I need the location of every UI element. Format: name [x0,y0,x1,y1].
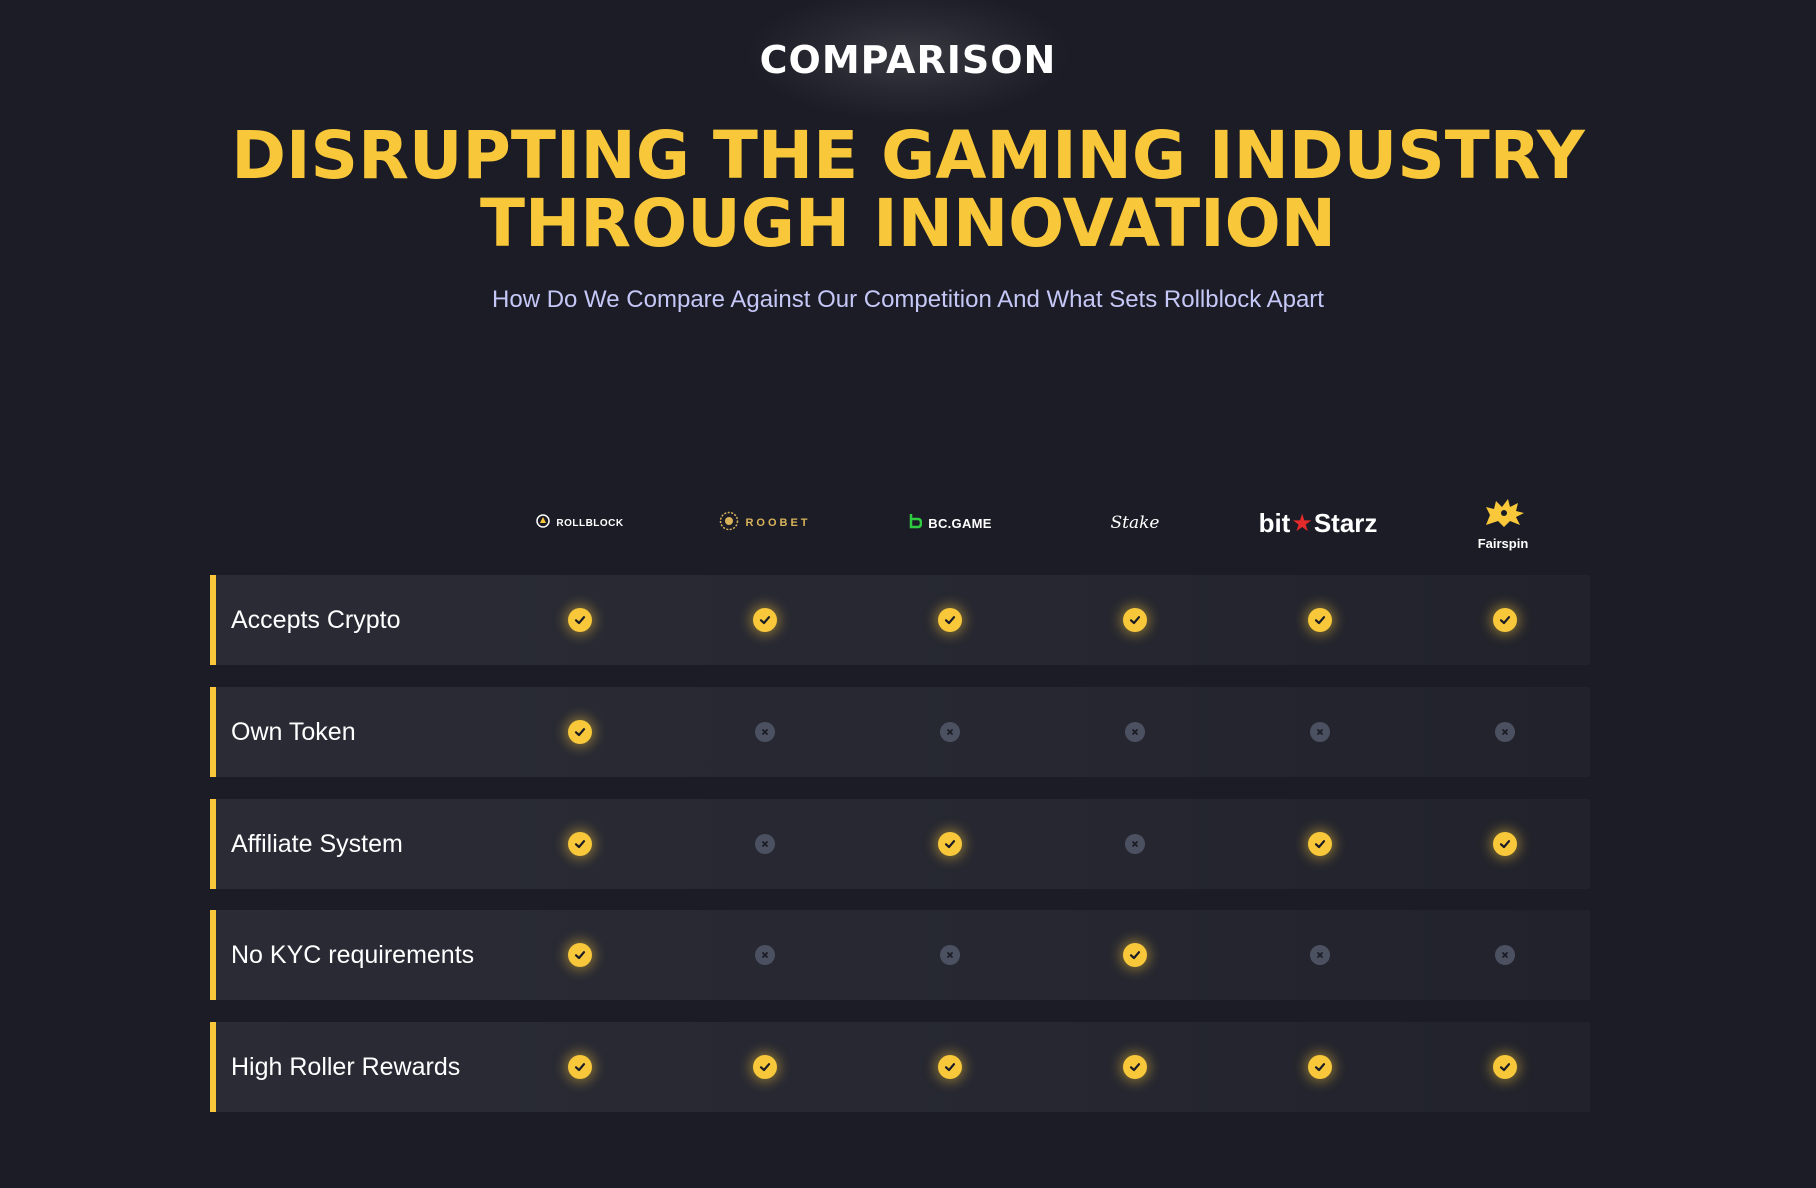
brands-row: ROLLBLOCK ROOBET [0,488,1816,558]
comparison-cell [550,799,610,889]
check-icon [1123,943,1147,967]
comparison-row: Affiliate System [210,799,1590,889]
comparison-cell [1475,575,1535,665]
brand-bitstarz: bit ★ Starz [1228,488,1408,558]
comparison-cell [735,575,795,665]
brand-stake: Stake [1045,488,1225,558]
row-label: Own Token [231,717,356,746]
comparison-cell [550,910,610,1000]
eyebrow-glow [748,0,1068,120]
comparison-cell [1105,1022,1165,1112]
brand-fairspin-name: Fairspin [1477,536,1529,551]
comparison-cell [1105,687,1165,777]
check-icon [1308,608,1332,632]
bcgame-logo-icon [908,513,923,534]
cross-icon [1310,722,1330,742]
comparison-cell [1105,575,1165,665]
star-icon: ★ [1291,509,1313,537]
rollblock-logo-icon [536,513,551,533]
comparison-cell [1475,799,1535,889]
comparison-cell [920,575,980,665]
check-icon [568,832,592,856]
brand-bitstarz-name-part2: Starz [1313,507,1378,538]
cross-icon [1125,834,1145,854]
row-label: High Roller Rewards [231,1052,461,1081]
check-icon [568,608,592,632]
comparison-row: Own Token [210,687,1590,777]
comparison-cell [735,910,795,1000]
check-icon [753,1055,777,1079]
check-icon [1308,832,1332,856]
comparison-cell [1290,799,1350,889]
headline-line-1: DISRUPTING THE GAMING INDUSTRY [231,117,1585,194]
comparison-cell [1475,687,1535,777]
brand-stake-name: Stake [1110,513,1160,533]
cross-icon [755,722,775,742]
comparison-cell [1290,575,1350,665]
headline-line-2: THROUGH INNOVATION [479,185,1336,262]
cross-icon [940,722,960,742]
comparison-cell [1290,910,1350,1000]
comparison-cell [920,1022,980,1112]
comparison-row: Accepts Crypto [210,575,1590,665]
comparison-cell [920,799,980,889]
comparison-cell [1475,1022,1535,1112]
comparison-cell [550,575,610,665]
check-icon [1123,1055,1147,1079]
cross-icon [1495,945,1515,965]
comparison-cell [735,687,795,777]
cross-icon [940,945,960,965]
comparison-cell [550,1022,610,1112]
comparison-cell [550,687,610,777]
comparison-cell [920,910,980,1000]
brand-fairspin: Fairspin [1413,488,1593,558]
brand-bitstarz-name-part1: bit [1258,507,1291,538]
brand-rollblock-name: ROLLBLOCK [556,517,624,529]
eyebrow-wrap: COMPARISON [0,0,1816,120]
comparison-cell [1475,910,1535,1000]
brand-roobet-name: ROOBET [745,517,811,529]
comparison-row: High Roller Rewards [210,1022,1590,1112]
comparison-cell [735,799,795,889]
check-icon [1123,608,1147,632]
section-headline: DISRUPTING THE GAMING INDUSTRY THROUGH I… [0,122,1816,258]
check-icon [1493,608,1517,632]
comparison-cell [1290,1022,1350,1112]
check-icon [1308,1055,1332,1079]
check-icon [938,832,962,856]
check-icon [568,943,592,967]
cross-icon [755,834,775,854]
comparison-cell [920,687,980,777]
cross-icon [1495,722,1515,742]
check-icon [938,1055,962,1079]
comparison-cell [735,1022,795,1112]
comparison-cell [1290,687,1350,777]
check-icon [1493,1055,1517,1079]
section-eyebrow: COMPARISON [759,38,1057,82]
cross-icon [1125,722,1145,742]
brand-roobet: ROOBET [675,488,855,558]
roobet-logo-icon [719,511,739,536]
comparison-cell [1105,799,1165,889]
check-icon [568,720,592,744]
lion-logo-icon [1480,495,1526,534]
comparison-row: No KYC requirements [210,910,1590,1000]
comparison-cell [1105,910,1165,1000]
cross-icon [1310,945,1330,965]
check-icon [753,608,777,632]
brand-rollblock: ROLLBLOCK [490,488,670,558]
brand-bcgame-name: BC.GAME [928,515,992,531]
brand-bcgame: BC.GAME [860,488,1040,558]
row-label: No KYC requirements [231,940,475,969]
check-icon [1493,832,1517,856]
row-label: Affiliate System [231,829,403,858]
check-icon [568,1055,592,1079]
section-subhead: How Do We Compare Against Our Competitio… [492,286,1324,313]
check-icon [938,608,962,632]
cross-icon [755,945,775,965]
row-label: Accepts Crypto [231,605,401,634]
